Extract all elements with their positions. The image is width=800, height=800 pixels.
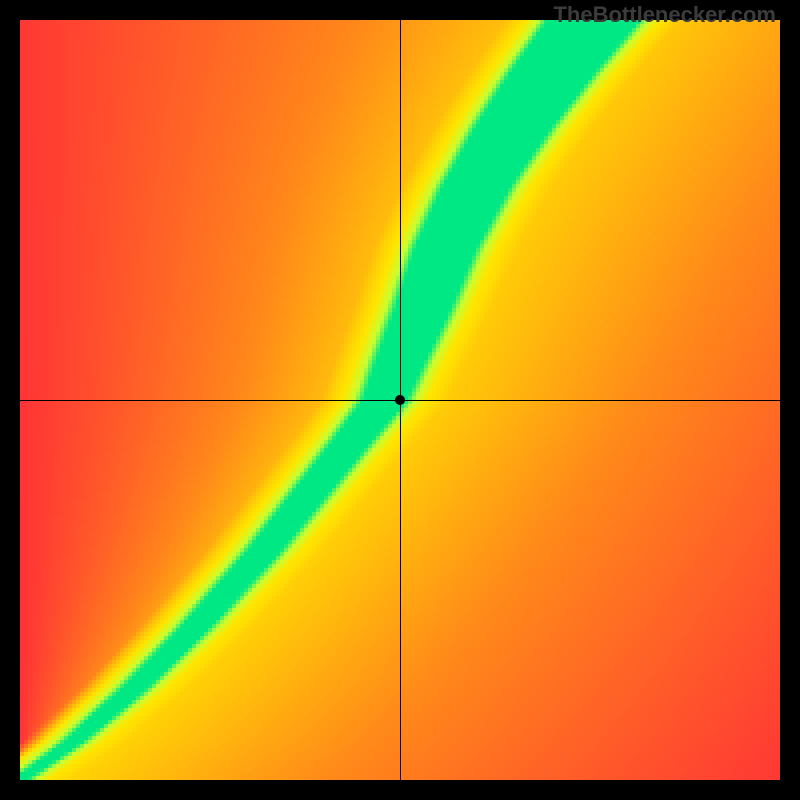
chart-container: TheBottlenecker.com bbox=[0, 0, 800, 800]
watermark-text: TheBottlenecker.com bbox=[553, 2, 776, 28]
heatmap-chart bbox=[0, 0, 800, 800]
